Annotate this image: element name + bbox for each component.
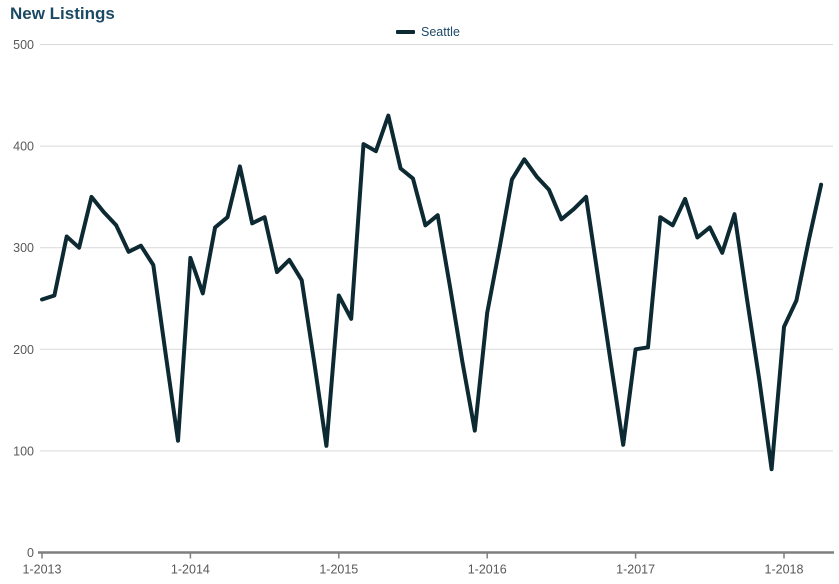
seattle-series-line <box>40 113 824 472</box>
legend-series-label: Seattle <box>421 25 460 39</box>
legend: Seattle <box>396 25 460 39</box>
x-tick-label: 1-2018 <box>765 563 804 577</box>
legend-line-swatch <box>396 30 415 34</box>
y-tick-label: 0 <box>27 546 34 560</box>
x-tick-label: 1-2016 <box>468 563 507 577</box>
y-tick-label: 300 <box>13 241 34 255</box>
y-tick-label: 100 <box>13 444 34 458</box>
y-tick-label: 500 <box>13 38 34 52</box>
y-tick-label: 400 <box>13 140 34 154</box>
x-tick-label: 1-2015 <box>319 563 358 577</box>
x-tick-label: 1-2014 <box>171 563 210 577</box>
x-tick-label: 1-2013 <box>23 563 62 577</box>
x-tick-label: 1-2017 <box>616 563 655 577</box>
y-tick-label: 200 <box>13 343 34 357</box>
chart-title: New Listings <box>10 4 115 23</box>
